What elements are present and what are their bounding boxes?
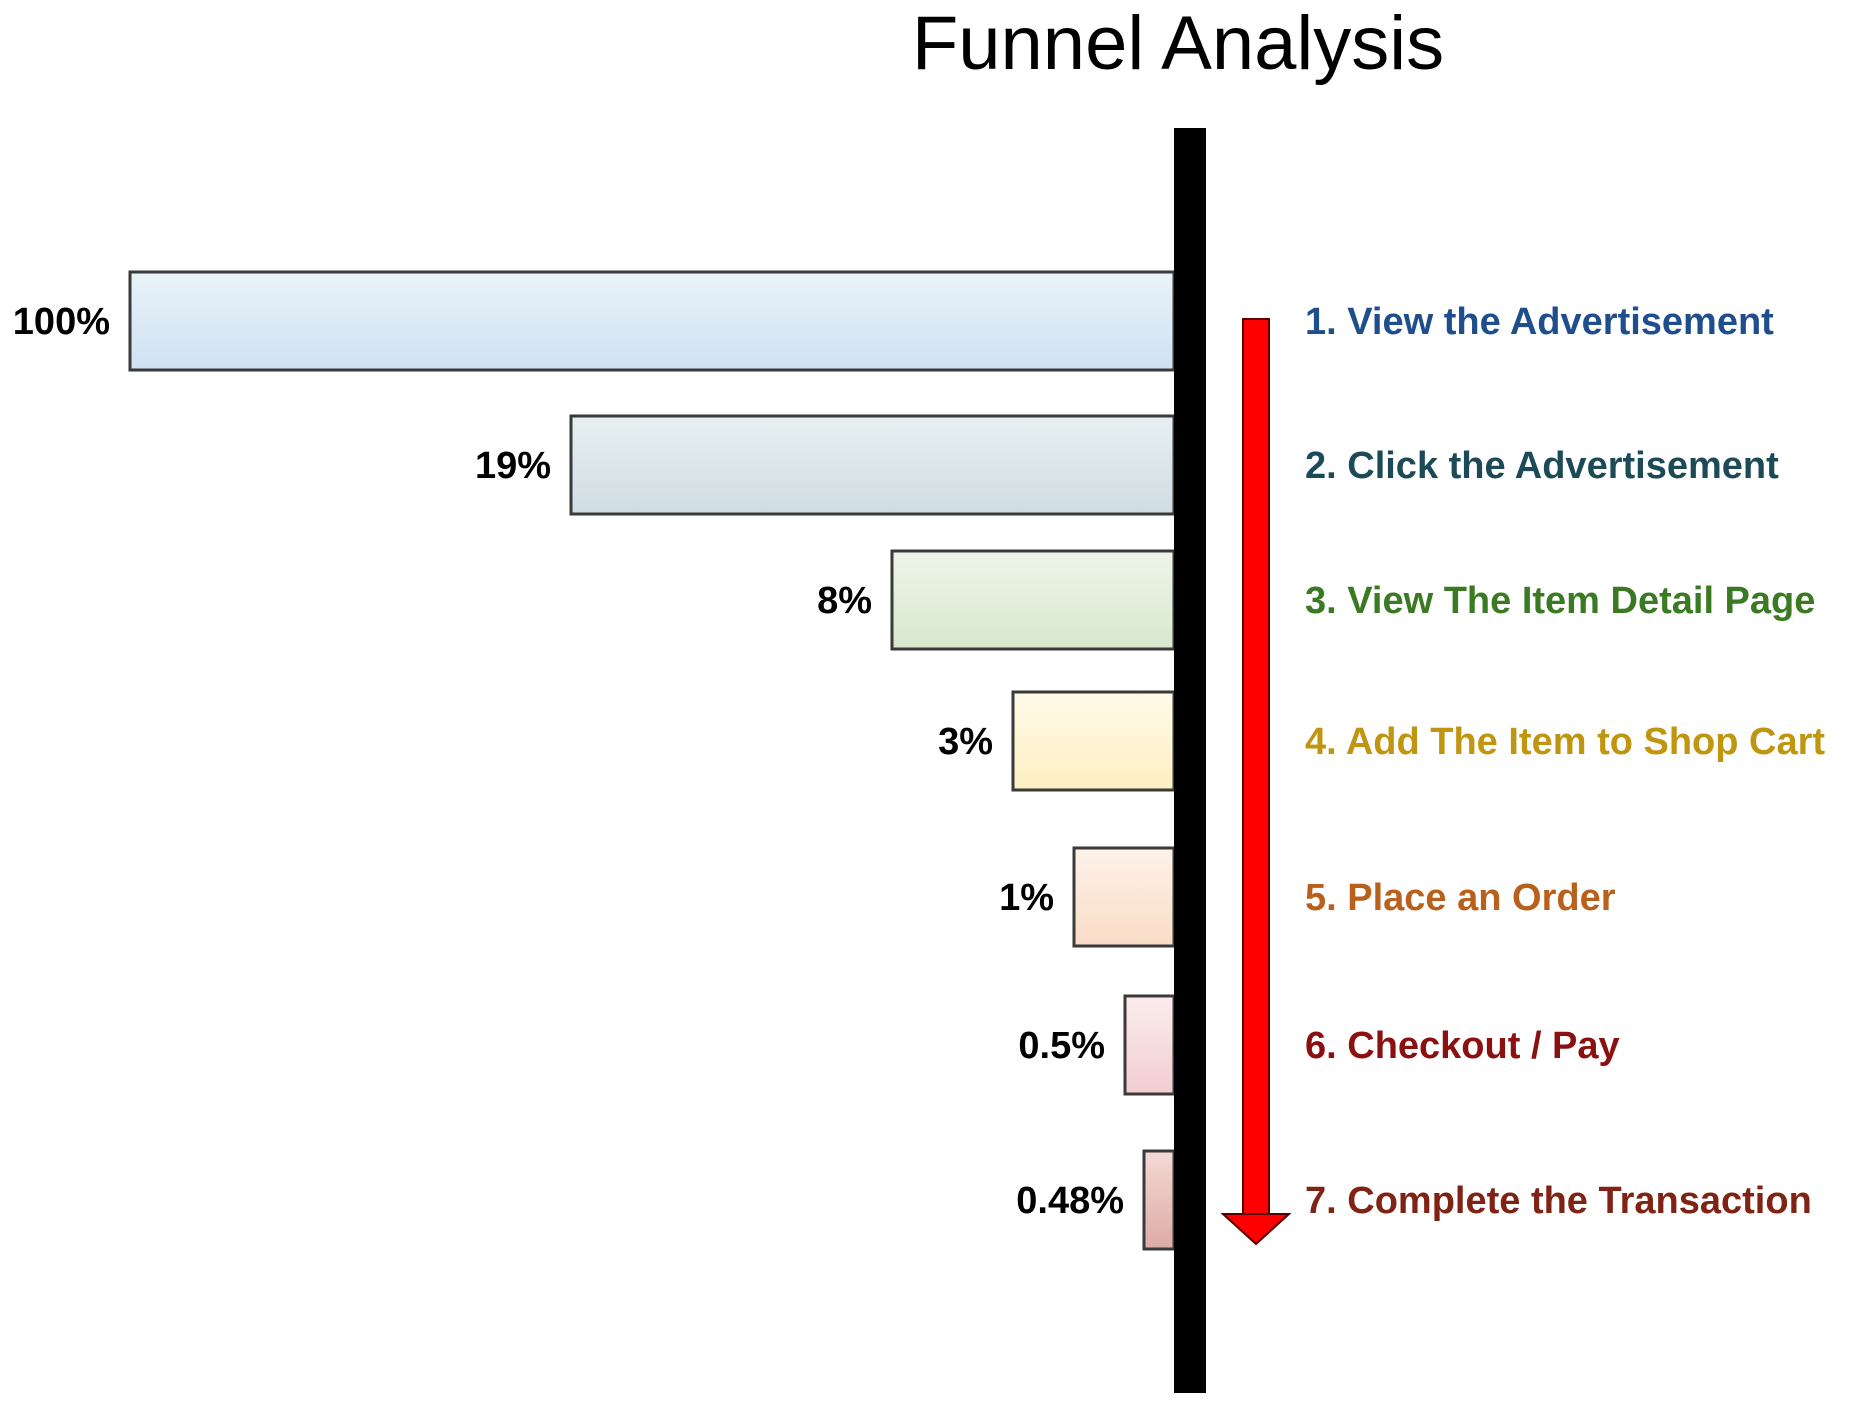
step-label-1: 1. View the Advertisement	[1305, 301, 1774, 343]
chart-title: Funnel Analysis	[912, 1, 1444, 86]
funnel-bar-1	[128, 270, 1176, 372]
value-label-6: 0.5%	[1018, 1025, 1105, 1067]
flow-arrow	[1220, 318, 1292, 1246]
value-label-1: 100%	[13, 301, 110, 343]
arrow-head	[1220, 1213, 1292, 1246]
funnel-bar-4	[1011, 690, 1176, 792]
step-label-5: 5. Place an Order	[1305, 877, 1616, 919]
value-label-2: 19%	[475, 445, 551, 487]
step-label-6: 6. Checkout / Pay	[1305, 1025, 1620, 1067]
value-label-7: 0.48%	[1016, 1180, 1124, 1222]
funnel-bar-2	[569, 414, 1176, 516]
step-label-2: 2. Click the Advertisement	[1305, 445, 1779, 487]
step-label-7: 7. Complete the Transaction	[1305, 1180, 1812, 1222]
value-label-3: 8%	[817, 580, 872, 622]
arrow-shaft	[1242, 318, 1270, 1220]
funnel-bar-5	[1072, 846, 1176, 948]
step-label-3: 3. View The Item Detail Page	[1305, 580, 1815, 622]
funnel-axis-line	[1174, 128, 1206, 1393]
funnel-bar-3	[890, 549, 1176, 651]
funnel-bar-7	[1142, 1149, 1176, 1251]
value-label-4: 3%	[938, 721, 993, 763]
value-label-5: 1%	[999, 877, 1054, 919]
step-label-4: 4. Add The Item to Shop Cart	[1305, 721, 1825, 763]
funnel-bar-6	[1123, 994, 1176, 1096]
